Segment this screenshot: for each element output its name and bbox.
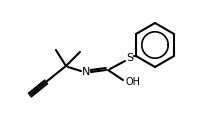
Text: N: N — [81, 67, 90, 77]
Text: S: S — [126, 53, 133, 63]
Text: OH: OH — [125, 77, 140, 87]
